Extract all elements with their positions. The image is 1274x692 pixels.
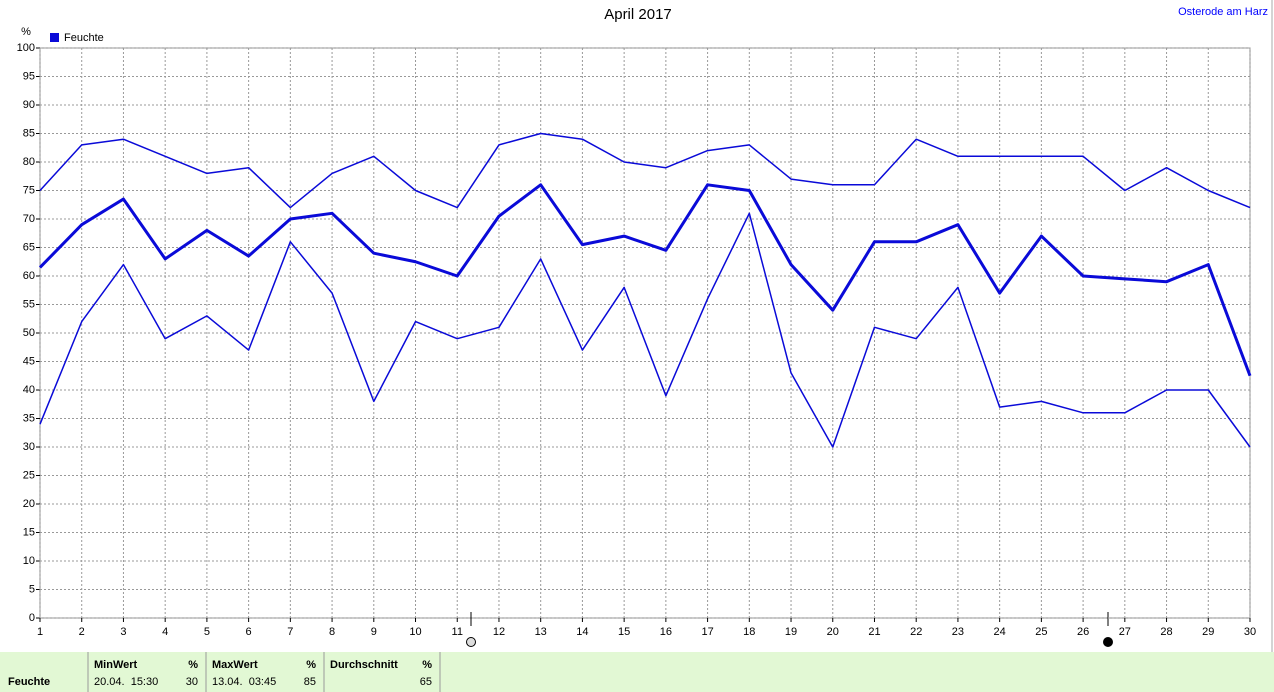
x-tick-label: 3 <box>120 626 126 638</box>
y-tick-label: 20 <box>23 498 35 510</box>
column-header: Durchschnitt <box>330 659 398 671</box>
x-tick-label: 23 <box>952 626 964 638</box>
y-tick-label: 75 <box>23 184 35 196</box>
column-time: 20.04. 15:30 <box>94 676 158 688</box>
x-tick-label: 18 <box>743 626 755 638</box>
x-tick-label: 21 <box>868 626 880 638</box>
series-line <box>39 132 1251 209</box>
x-tick-label: 7 <box>287 626 293 638</box>
y-tick-label: 80 <box>23 156 35 168</box>
y-tick-label: 45 <box>23 355 35 367</box>
column-time: 13.04. 03:45 <box>212 676 276 688</box>
x-tick-label: 10 <box>409 626 421 638</box>
y-tick-label: 100 <box>17 42 35 54</box>
x-tick-label: 11 <box>452 626 463 638</box>
x-tick-label: 30 <box>1244 626 1256 638</box>
chart-title: April 2017 <box>604 6 672 23</box>
y-tick-label: 60 <box>23 270 35 282</box>
y-tick-label: 0 <box>29 612 35 624</box>
x-tick-label: 25 <box>1035 626 1047 638</box>
y-tick-label: 5 <box>29 583 35 595</box>
y-tick-label: 70 <box>23 213 35 225</box>
x-tick-label: 5 <box>204 626 210 638</box>
x-tick-label: 2 <box>79 626 85 638</box>
x-tick-label: 12 <box>493 626 505 638</box>
column-unit: % <box>422 659 432 671</box>
summary-table: Feuchte MinWert % 20.04. 15:30 30 MaxWert % 13.… <box>8 652 441 692</box>
summary-label: Feuchte <box>8 676 50 688</box>
y-tick-label: 10 <box>23 555 35 567</box>
y-tick-label: 65 <box>23 241 35 253</box>
x-tick-label: 14 <box>576 626 588 638</box>
full-moon <box>466 637 476 647</box>
column-value: 65 <box>420 676 432 688</box>
y-tick-label: 15 <box>23 526 35 538</box>
column-value: 30 <box>186 676 198 688</box>
column-value: 85 <box>304 676 316 688</box>
y-tick-label: 50 <box>23 327 35 339</box>
x-tick-label: 8 <box>329 626 335 638</box>
legend-label: Feuchte <box>64 32 104 44</box>
y-tick-label: 25 <box>23 469 35 481</box>
x-tick-label: 13 <box>535 626 547 638</box>
x-tick-label: 4 <box>162 626 168 638</box>
x-tick-label: 19 <box>785 626 797 638</box>
location: Osterode am Harz <box>1178 6 1268 18</box>
new-moon <box>1103 637 1113 647</box>
plot: 0510152025303540455055606570758085909510… <box>17 32 1256 638</box>
y-tick-label: 40 <box>23 384 35 396</box>
y-unit: % <box>21 26 31 38</box>
y-tick-label: 85 <box>23 127 35 139</box>
x-tick-label: 15 <box>618 626 630 638</box>
x-tick-label: 29 <box>1202 626 1214 638</box>
summary-panel <box>0 652 1274 692</box>
y-tick-label: 95 <box>23 70 35 82</box>
x-tick-label: 9 <box>371 626 377 638</box>
x-tick-label: 20 <box>827 626 839 638</box>
series-line <box>38 183 1252 377</box>
column-unit: % <box>306 659 316 671</box>
series-line <box>39 212 1251 448</box>
y-tick-label: 35 <box>23 412 35 424</box>
x-tick-label: 16 <box>660 626 672 638</box>
y-tick-label: 90 <box>23 99 35 111</box>
x-tick-label: 24 <box>994 626 1006 638</box>
column-header: MaxWert <box>212 659 258 671</box>
y-tick-label: 55 <box>23 298 35 310</box>
x-tick-label: 26 <box>1077 626 1089 638</box>
x-tick-label: 28 <box>1160 626 1172 638</box>
x-tick-label: 1 <box>37 626 43 638</box>
column-unit: % <box>188 659 198 671</box>
x-tick-label: 17 <box>701 626 713 638</box>
y-tick-label: 30 <box>23 441 35 453</box>
x-tick-label: 6 <box>246 626 252 638</box>
x-tick-label: 27 <box>1119 626 1131 638</box>
column-header: MinWert <box>94 659 138 671</box>
x-tick-label: 22 <box>910 626 922 638</box>
legend-swatch <box>50 33 59 42</box>
